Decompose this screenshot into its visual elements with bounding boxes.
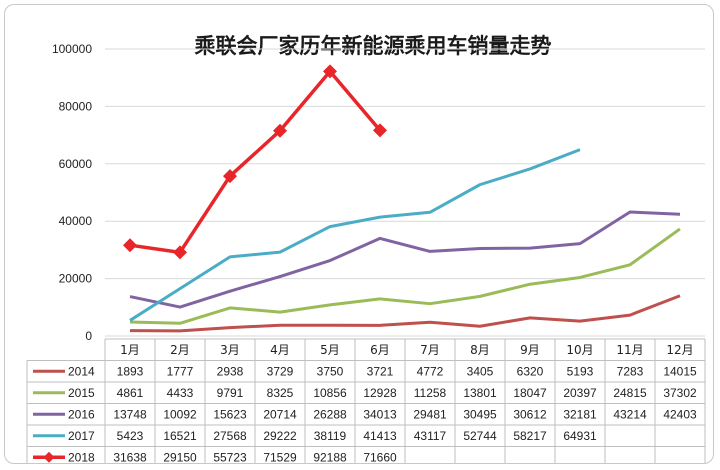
x-category-label: 9月 [520,343,540,357]
table-cell: 58217 [513,429,547,443]
series-line-2015 [129,227,681,325]
y-tick-label: 60000 [59,157,93,171]
table-cell: 4861 [117,386,144,400]
table-cell: 9791 [217,386,244,400]
table-cell: 15623 [213,407,247,421]
table-cell: 18047 [513,386,547,400]
table-cell: 26288 [313,407,347,421]
table-cell: 3729 [267,364,294,378]
table-cell: 14015 [663,364,697,378]
table-cell: 92188 [313,450,347,464]
data-point-2018 [323,64,337,79]
table-cell: 8325 [267,386,294,400]
x-category-label: 2月 [170,343,190,357]
data-point-2018 [223,169,237,184]
series-line-2017 [129,148,581,322]
table-cell: 29481 [413,407,447,421]
table-cell: 71529 [263,450,297,464]
table-cell: 30495 [463,407,497,421]
series-line-2016 [129,210,681,309]
data-point-2018 [123,238,137,253]
table-cell: 64931 [563,429,597,443]
table-cell: 5193 [567,364,594,378]
table-cell: 41413 [363,429,397,443]
data-point-2018 [373,123,387,138]
series-name-2018: 2018 [68,450,95,464]
data-table: 1月 2月 3月 4月 5月 6月 7月 8月 9月 10月 11月 12月 2014 1893 1777 2… [26,338,706,464]
chart-frame: 乘联会厂家历年新能源乘用车销量走势 0 20000 40000 60000 80000 1… [4,4,714,464]
table-cell: 12928 [363,386,397,400]
table-cell: 5423 [117,429,144,443]
x-category-label: 1月 [120,343,140,357]
y-axis: 0 20000 40000 60000 80000 100000 [52,42,92,343]
table-cell: 38119 [314,429,347,443]
table-cell: 20714 [263,407,297,421]
series-line-2014 [129,294,681,333]
y-tick-label: 100000 [52,42,92,56]
table-cell: 7283 [617,364,644,378]
table-cell: 55723 [213,450,247,464]
table-cell: 43117 [414,429,447,443]
table-cell: 3750 [317,364,344,378]
table-cell: 29222 [263,429,297,443]
table-cell: 13748 [113,407,147,421]
table-cell: 10856 [313,386,347,400]
table-cell: 24815 [613,386,647,400]
x-category-label: 4月 [270,343,290,357]
series-line-2018 [129,69,382,255]
table-cell: 16521 [163,429,197,443]
x-category-label: 7月 [420,343,440,357]
table-cell: 20397 [563,386,597,400]
data-point-2018 [273,123,287,138]
table-cell: 31638 [113,450,147,464]
table-cell: 37302 [663,386,697,400]
table-cell: 11258 [414,386,447,400]
x-category-label: 8月 [470,343,490,357]
y-tick-label: 80000 [59,99,93,113]
x-category-label: 11月 [616,343,643,357]
series-name-2015: 2015 [68,386,95,400]
x-category-label: 3月 [220,343,240,357]
table-cell: 29150 [163,450,197,464]
y-tick-label: 20000 [59,272,93,286]
table-cell: 30612 [513,407,547,421]
table-cell: 1893 [117,364,144,378]
series-lines [123,64,681,333]
table-cell: 43214 [613,407,647,421]
x-category-label: 6月 [370,343,390,357]
data-point-2018 [173,245,187,260]
table-cell: 52744 [463,429,497,443]
legend-marker-2018 [43,451,55,463]
table-cell: 27568 [213,429,247,443]
chart-title: 乘联会厂家历年新能源乘用车销量走势 [194,34,552,58]
table-cell: 42403 [663,407,697,421]
line-chart: 乘联会厂家历年新能源乘用车销量走势 0 20000 40000 60000 80000 1… [26,34,706,464]
series-name-2017: 2017 [68,429,95,443]
x-category-label: 10月 [566,343,593,357]
table-cell: 32181 [563,407,597,421]
table-cell: 4772 [417,364,444,378]
x-category-label: 12月 [666,343,693,357]
series-name-2014: 2014 [68,364,95,378]
table-cell: 10092 [163,407,197,421]
y-tick-label: 0 [85,329,92,343]
table-cell: 1777 [167,364,194,378]
table-cell: 13801 [463,386,497,400]
table-cell: 3721 [367,364,394,378]
gridlines [105,48,705,337]
table-cell: 2938 [217,364,244,378]
y-tick-label: 40000 [59,214,93,228]
table-cell: 4433 [167,386,194,400]
series-name-2016: 2016 [68,407,95,421]
table-cell: 6320 [517,364,544,378]
x-category-label: 5月 [320,343,340,357]
table-cell: 71660 [363,450,397,464]
table-cell: 3405 [467,364,494,378]
table-cell: 34013 [363,407,397,421]
